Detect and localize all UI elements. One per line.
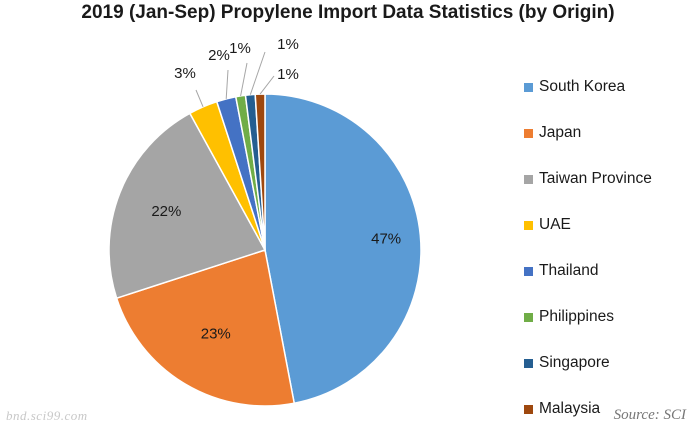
chart-title: 2019 (Jan-Sep) Propylene Import Data Sta… bbox=[81, 2, 615, 23]
legend-swatch bbox=[524, 404, 533, 414]
slice-value-label: 1% bbox=[277, 36, 299, 53]
legend-label: Thailand bbox=[539, 262, 599, 279]
legend-swatch bbox=[524, 128, 533, 138]
leader-line bbox=[195, 89, 204, 108]
slice-value-label: 2% bbox=[208, 47, 230, 64]
legend-label: UAE bbox=[539, 216, 571, 233]
leader-line bbox=[225, 69, 229, 99]
legend-label: Singapore bbox=[539, 354, 610, 371]
legend-item: Philippines bbox=[524, 294, 694, 340]
legend-swatch bbox=[524, 220, 533, 230]
legend-swatch bbox=[524, 358, 533, 368]
slice-labels: 47%23%22%3%2% 1% 1%1% bbox=[151, 36, 401, 342]
pie-slice-south-korea bbox=[264, 93, 422, 405]
slice-value-label: 22% bbox=[151, 203, 181, 220]
legend-item: Singapore bbox=[524, 340, 694, 386]
pie-slice-taiwan-province bbox=[108, 112, 267, 300]
legend-item: UAE bbox=[524, 202, 694, 248]
chart-legend: South Korea Japan Taiwan Province UAE Thaila… bbox=[524, 64, 694, 432]
legend-label: Philippines bbox=[539, 308, 614, 325]
slice-value-label: 1% bbox=[229, 40, 251, 57]
watermark: bnd.sci99.com bbox=[6, 408, 88, 423]
slice-value-label: 3% bbox=[174, 65, 196, 82]
legend-swatch bbox=[524, 312, 533, 322]
legend-item: Taiwan Province bbox=[524, 156, 694, 202]
legend-swatch bbox=[524, 266, 533, 276]
legend-item: Japan bbox=[524, 110, 694, 156]
slice-value-label: 23% bbox=[201, 325, 231, 342]
legend-swatch bbox=[524, 82, 533, 92]
legend-item: South Korea bbox=[524, 64, 694, 110]
legend-item: Thailand bbox=[524, 248, 694, 294]
slice-value-label: 47% bbox=[371, 231, 401, 248]
leader-line bbox=[259, 75, 275, 95]
legend-swatch bbox=[524, 174, 533, 184]
leader-line bbox=[240, 62, 248, 97]
legend-label: Japan bbox=[539, 124, 582, 141]
legend-item: Malaysia bbox=[524, 386, 694, 432]
legend-label: Malaysia bbox=[539, 400, 601, 417]
leader-lines bbox=[195, 51, 275, 108]
legend-label: South Korea bbox=[539, 78, 626, 95]
pie-slice-japan bbox=[115, 249, 296, 407]
legend-label: Taiwan Province bbox=[539, 170, 652, 187]
pie-slices bbox=[108, 93, 422, 407]
source-note: Source: SCI bbox=[613, 407, 686, 423]
slice-value-label: 1% bbox=[277, 66, 299, 83]
leader-line bbox=[249, 51, 266, 95]
